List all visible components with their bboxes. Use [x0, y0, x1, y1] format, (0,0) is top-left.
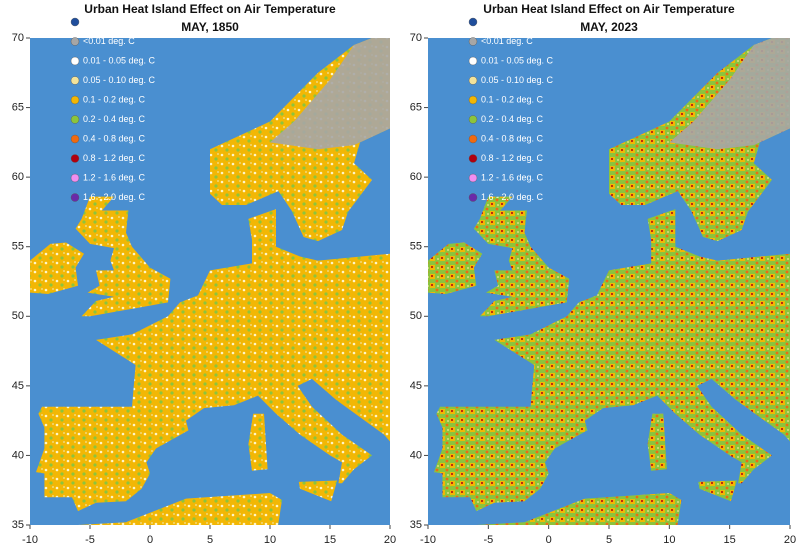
legend-swatch [70, 56, 80, 66]
legend-swatch [468, 17, 478, 27]
legend-swatch [468, 76, 478, 85]
legend-swatch [70, 193, 80, 202]
legend-swatch [468, 173, 478, 183]
x-tick-label: 5 [606, 534, 612, 546]
panel-title: Urban Heat Island Effect on Air Temperat… [483, 2, 735, 16]
legend-label: Water [83, 16, 108, 26]
legend-label: 1.6 - 2.0 deg. C [481, 192, 544, 202]
legend-swatch [70, 37, 80, 46]
legend-swatch [468, 115, 478, 124]
y-tick-label: 65 [410, 101, 422, 113]
legend-label: 0.8 - 1.2 deg. C [83, 153, 146, 163]
legend-label: 0.8 - 1.2 deg. C [481, 153, 544, 163]
legend-label: 0.05 - 0.10 deg. C [83, 75, 156, 85]
y-tick-label: 45 [410, 380, 422, 392]
y-tick-label: 35 [410, 519, 422, 531]
low-effect-region [669, 38, 790, 150]
low-effect-region [270, 38, 390, 150]
y-tick-label: 70 [12, 32, 24, 44]
x-tick-label: 20 [784, 534, 796, 546]
legend-swatch [468, 37, 478, 46]
land [476, 493, 682, 525]
panel-title: Urban Heat Island Effect on Air Temperat… [84, 2, 336, 16]
y-tick-label: 50 [410, 310, 422, 322]
land [30, 242, 84, 294]
x-tick-label: -5 [483, 534, 493, 546]
panel-subtitle: MAY, 1850 [181, 20, 239, 34]
y-tick-label: 60 [410, 171, 422, 183]
x-tick-label: -10 [420, 534, 436, 546]
legend: Water <0.01 deg. C 0.01 - 0.05 deg. C 0.05 … [468, 16, 554, 202]
legend-label: Water [481, 16, 506, 26]
land [298, 480, 338, 502]
panel-subtitle: MAY, 2023 [580, 20, 638, 34]
legend-label: 0.01 - 0.05 deg. C [481, 55, 554, 65]
y-tick-label: 40 [12, 449, 24, 461]
y-tick-label: 60 [12, 171, 24, 183]
x-tick-label: 20 [384, 534, 396, 546]
legend-swatch [70, 17, 80, 27]
land [473, 196, 570, 317]
legend-label: 1.2 - 1.6 deg. C [83, 172, 146, 182]
legend-label: 1.6 - 2.0 deg. C [83, 192, 146, 202]
legend-swatch [70, 115, 80, 124]
x-tick-label: 10 [663, 534, 675, 546]
legend-label: 0.1 - 0.2 deg. C [481, 94, 544, 104]
legend-swatch [468, 56, 478, 66]
legend-label: 0.4 - 0.8 deg. C [83, 133, 146, 143]
land [36, 209, 390, 512]
x-tick-label: -5 [85, 534, 95, 546]
legend-label: <0.01 deg. C [481, 36, 533, 46]
x-tick-label: 10 [264, 534, 276, 546]
legend-label: 0.2 - 0.4 deg. C [481, 114, 544, 124]
y-tick-label: 65 [12, 101, 24, 113]
y-tick-label: 55 [410, 241, 422, 253]
legend-swatch [468, 134, 478, 144]
legend-swatch [468, 193, 478, 202]
land [428, 242, 483, 294]
x-tick-label: -10 [22, 534, 38, 546]
legend-label: <0.01 deg. C [83, 36, 135, 46]
legend-swatch [70, 134, 80, 144]
y-tick-label: 70 [410, 32, 422, 44]
map-panel: Urban Heat Island Effect on Air Temperat… [12, 2, 396, 546]
x-tick-label: 0 [147, 534, 153, 546]
x-tick-label: 5 [207, 534, 213, 546]
legend-label: 0.1 - 0.2 deg. C [83, 94, 146, 104]
y-tick-label: 50 [12, 310, 24, 322]
y-tick-label: 45 [12, 380, 24, 392]
x-tick-label: 0 [546, 534, 552, 546]
map-panel: Urban Heat Island Effect on Air Temperat… [410, 2, 796, 546]
legend-label: 0.4 - 0.8 deg. C [481, 133, 544, 143]
y-tick-label: 35 [12, 519, 24, 531]
legend-swatch [70, 154, 80, 163]
land [647, 413, 667, 471]
legend-label: 0.01 - 0.05 deg. C [83, 55, 156, 65]
legend-swatch [70, 76, 80, 85]
land-layer [30, 38, 390, 525]
legend-swatch [468, 95, 478, 105]
land [434, 209, 790, 512]
land [75, 196, 171, 317]
legend-label: 0.2 - 0.4 deg. C [83, 114, 146, 124]
land [698, 480, 737, 502]
legend-swatch [70, 95, 80, 105]
land [248, 413, 268, 471]
x-tick-label: 15 [324, 534, 336, 546]
land [78, 493, 282, 525]
x-tick-label: 15 [724, 534, 736, 546]
legend-swatch [468, 154, 478, 163]
y-tick-label: 40 [410, 449, 422, 461]
legend-label: 1.2 - 1.6 deg. C [481, 172, 544, 182]
legend-label: 0.05 - 0.10 deg. C [481, 75, 554, 85]
legend: Water <0.01 deg. C 0.01 - 0.05 deg. C 0.05 … [70, 16, 156, 202]
land-layer [428, 38, 790, 525]
y-tick-label: 55 [12, 241, 24, 253]
legend-swatch [70, 173, 80, 183]
